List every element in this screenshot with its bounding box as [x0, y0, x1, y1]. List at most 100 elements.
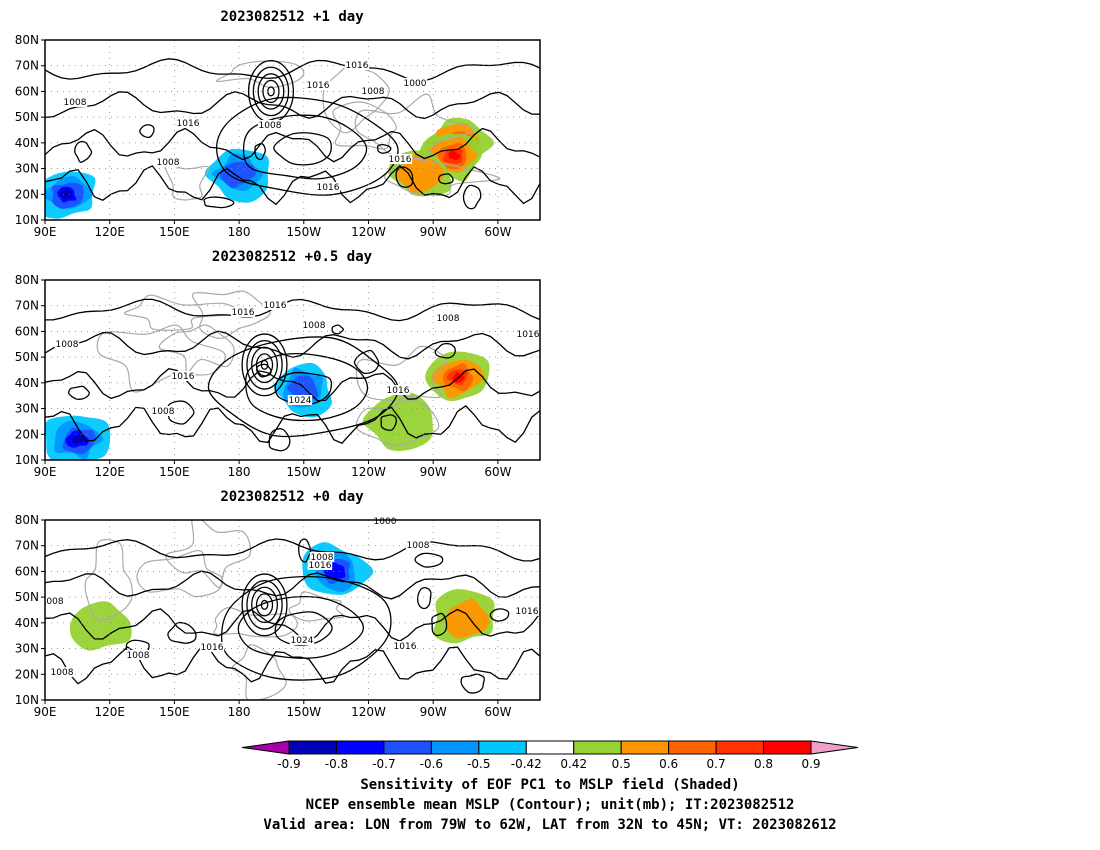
mslp-contour	[167, 621, 197, 644]
colorbar-bin	[763, 740, 812, 755]
mslp-contour	[273, 132, 332, 166]
coastline	[124, 294, 241, 331]
mslp-contour	[414, 552, 444, 568]
mslp-contour	[237, 595, 365, 659]
colorbar-bin	[478, 740, 527, 755]
contour-label: 1016	[309, 561, 332, 571]
lat-tick-label: 50N	[15, 110, 39, 124]
colorbar-tick-label: -0.42	[511, 757, 542, 771]
contour-label: 1008	[303, 321, 326, 331]
lon-tick-label: 120E	[94, 705, 125, 719]
mslp-contour	[331, 324, 345, 335]
lat-tick-label: 10N	[15, 213, 39, 227]
lon-tick-label: 150E	[159, 465, 190, 479]
contour-label: 1016	[394, 642, 417, 652]
lat-tick-label: 50N	[15, 590, 39, 604]
coastline	[84, 539, 133, 622]
panel-3-plot: 1000100810081016008101610241008101610081…	[15, 513, 541, 719]
lon-tick-label: 150W	[286, 705, 321, 719]
colorbar-bin	[810, 740, 859, 755]
contour-label: 1016	[517, 330, 540, 340]
mslp-contour	[45, 405, 540, 444]
sensitivity-shading	[60, 189, 73, 200]
mslp-contour	[416, 587, 432, 610]
sensitivity-shading	[448, 150, 461, 160]
lat-tick-label: 40N	[15, 136, 39, 150]
mslp-contour	[380, 414, 397, 431]
mslp-contour	[274, 611, 333, 646]
mslp-contour	[395, 166, 414, 188]
panel-title-1: 2023082512 +1 day	[220, 9, 364, 25]
lon-tick-label: 60W	[484, 465, 511, 479]
lat-tick-label: 80N	[15, 273, 39, 287]
colorbar-bin	[620, 740, 670, 755]
mslp-contour	[460, 673, 485, 694]
colorbar-bin	[715, 740, 765, 755]
mslp-contour	[45, 570, 540, 600]
mslp-contour	[268, 428, 291, 452]
map-panel-2: 2023082512 +0.5 day 10081016101610081008…	[15, 249, 541, 479]
lat-tick-label: 30N	[15, 162, 39, 176]
colorbar-bin	[430, 740, 480, 755]
colorbar-tick-label: 0.8	[754, 757, 773, 771]
contour-label: 1008	[152, 407, 175, 417]
mslp-contour	[431, 612, 448, 637]
mslp-contour	[274, 371, 333, 405]
contour-label: 1016	[172, 372, 195, 382]
lat-tick-label: 70N	[15, 299, 39, 313]
contour-label: 1008	[56, 340, 79, 350]
coastline	[322, 64, 390, 134]
lat-tick-label: 80N	[15, 33, 39, 47]
mslp-contour	[251, 346, 278, 384]
colorbar-tick-label: -0.6	[420, 757, 443, 771]
contour-label: 1016	[389, 155, 412, 165]
mslp-contour	[251, 586, 278, 624]
coastline	[158, 324, 235, 374]
colorbar-tick-label: -0.5	[467, 757, 490, 771]
contour-label: 008	[46, 597, 63, 607]
mslp-contour	[434, 342, 456, 359]
lon-tick-label: 60W	[484, 225, 511, 239]
lon-tick-label: 180	[228, 225, 251, 239]
colorbar-tick-label: 0.42	[560, 757, 587, 771]
contour-label: 1008	[311, 553, 334, 563]
mslp-contour	[215, 96, 399, 196]
mslp-contour	[45, 538, 540, 562]
mslp-contour	[242, 114, 368, 180]
lon-tick-label: 90E	[34, 705, 57, 719]
lat-tick-label: 60N	[15, 564, 39, 578]
contour-label: 1008	[127, 651, 150, 661]
lon-tick-label: 90W	[420, 705, 447, 719]
lon-tick-label: 150E	[159, 225, 190, 239]
contour-label: 1008	[407, 541, 430, 551]
contour-label: 1008	[51, 668, 74, 678]
lat-tick-label: 20N	[15, 667, 39, 681]
mslp-contour	[45, 58, 540, 82]
coastline	[354, 93, 475, 160]
mslp-contour	[45, 367, 540, 402]
mslp-contour	[376, 143, 392, 154]
mslp-contour	[68, 385, 90, 400]
sensitivity-shading	[219, 161, 256, 189]
lat-tick-label: 10N	[15, 693, 39, 707]
mslp-contour	[353, 349, 380, 375]
lon-tick-label: 120E	[94, 225, 125, 239]
lon-tick-label: 150W	[286, 465, 321, 479]
contour-label: 1016	[201, 643, 224, 653]
lat-tick-label: 40N	[15, 376, 39, 390]
contour-label: 1016	[264, 301, 287, 311]
colorbar-bin	[525, 740, 575, 755]
lon-tick-label: 150W	[286, 225, 321, 239]
lon-tick-label: 90W	[420, 225, 447, 239]
mslp-contour	[262, 79, 280, 104]
panel-1-plot: 1008 1016 1016 1008 1000 1008 1016 1016 1008 1016…	[15, 33, 541, 239]
lat-tick-label: 70N	[15, 59, 39, 73]
lon-tick-label: 60W	[484, 705, 511, 719]
map-frame	[44, 519, 541, 701]
contour-label: 1000	[404, 79, 427, 89]
lat-tick-label: 40N	[15, 616, 39, 630]
colorbar-tick-label: 0.6	[659, 757, 678, 771]
mslp-contour	[245, 353, 369, 422]
colorbar-tick-label: 0.7	[707, 757, 726, 771]
lon-tick-label: 180	[228, 705, 251, 719]
